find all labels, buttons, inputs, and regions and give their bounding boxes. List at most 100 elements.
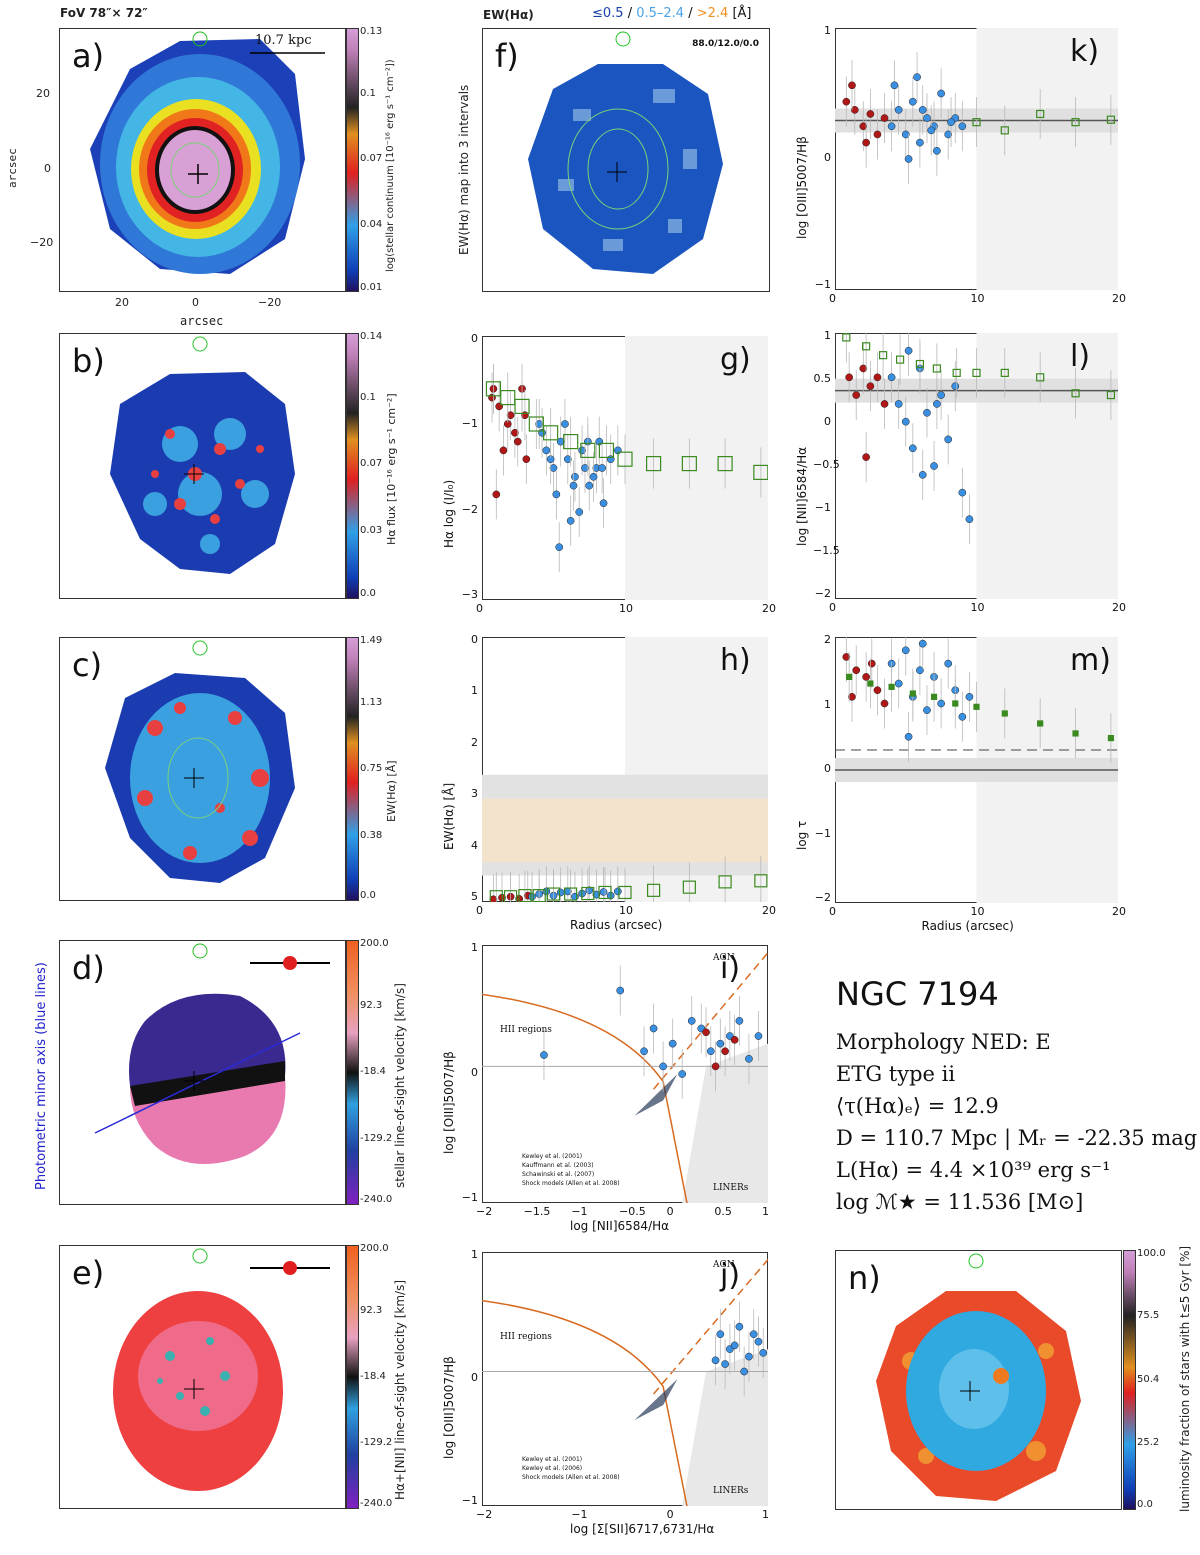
k-point-blue bbox=[894, 106, 903, 114]
m-ytick: 1 bbox=[824, 697, 831, 711]
m-xtick: 20 bbox=[1112, 905, 1126, 918]
g-point-green bbox=[514, 398, 530, 415]
i-xtick: −2 bbox=[476, 1205, 493, 1218]
m-point-blue bbox=[944, 659, 953, 668]
g-panel-label: g) bbox=[720, 342, 751, 377]
m-ytick: 0 bbox=[824, 762, 831, 775]
g-point-blue bbox=[569, 481, 578, 490]
h-point-blue bbox=[528, 892, 536, 901]
l-ytick: −1 bbox=[814, 501, 831, 514]
info-distance: D = 110.7 Mpc | Mᵣ = -22.35 mag bbox=[836, 1126, 1198, 1150]
b-cbar-t0: 0.14 bbox=[360, 331, 383, 342]
l-point-green bbox=[842, 333, 851, 342]
g-point-blue bbox=[598, 464, 606, 472]
c-cbar-t0: 1.49 bbox=[360, 635, 383, 646]
b-cbar-t4: 0.0 bbox=[360, 588, 376, 599]
chart-j bbox=[482, 1252, 768, 1506]
a-cbar-t0: 0.13 bbox=[360, 26, 383, 37]
l-point-red bbox=[880, 400, 889, 408]
b-colorbar bbox=[346, 333, 359, 599]
m-point-green bbox=[1072, 730, 1079, 737]
j-ytick: −1 bbox=[461, 1494, 478, 1507]
k-point-blue bbox=[933, 146, 941, 155]
l-point-green bbox=[1036, 373, 1045, 382]
l-ytick: −0.5 bbox=[813, 458, 840, 471]
i-point-red bbox=[730, 1036, 739, 1044]
ew-low: ≤0.5 bbox=[592, 6, 624, 21]
scale-bar-label: 10.7 kpc bbox=[255, 33, 312, 48]
j-point-blue bbox=[740, 1367, 749, 1376]
n-colorbar bbox=[1123, 1250, 1136, 1510]
g-point-blue bbox=[575, 508, 584, 516]
h-xlabel: Radius (arcsec) bbox=[570, 918, 663, 932]
info-lha: L(Hα) = 4.4 ×10³⁹ erg s⁻¹ bbox=[836, 1158, 1111, 1182]
h-point-blue bbox=[614, 887, 622, 896]
l-point-red bbox=[873, 373, 882, 382]
l-point-red bbox=[862, 453, 870, 461]
ew-high: >2.4 bbox=[696, 6, 729, 21]
i-xlabel: log [NII]6584/Hα bbox=[570, 1219, 670, 1233]
h-point-green bbox=[618, 885, 632, 900]
i-point-blue bbox=[745, 1054, 753, 1063]
a-cbar-label: log(stellar continuum [10⁻¹⁶ erg s⁻¹ cm⁻… bbox=[385, 59, 396, 272]
g-point-green bbox=[485, 381, 502, 397]
k-point-blue bbox=[901, 130, 910, 139]
g-point-green bbox=[500, 389, 516, 406]
a-ytick-m20: −20 bbox=[30, 236, 54, 249]
m-point-green bbox=[909, 690, 916, 697]
g-point-blue bbox=[566, 516, 575, 525]
panel-d-label: d) bbox=[72, 949, 105, 987]
g-point-green bbox=[598, 442, 615, 459]
c-cbar-label: EW(Hα) [Å] bbox=[385, 760, 398, 822]
l-point-green bbox=[932, 364, 941, 373]
l-point-blue bbox=[894, 400, 903, 408]
l-point-blue bbox=[951, 382, 960, 391]
k-ytick: 0 bbox=[824, 151, 831, 164]
k-point-blue bbox=[958, 122, 967, 131]
j-point-blue bbox=[749, 1330, 758, 1339]
l-point-green bbox=[862, 342, 871, 351]
chart-i bbox=[482, 945, 768, 1203]
g-point-blue bbox=[561, 420, 569, 428]
i-liner-region bbox=[682, 1043, 768, 1203]
g-point-blue bbox=[599, 499, 608, 508]
l-point-blue bbox=[923, 408, 931, 417]
g-point-green bbox=[580, 442, 596, 459]
j-region-agn: AGN bbox=[713, 1260, 735, 1270]
j-xtick: 0 bbox=[666, 1508, 674, 1521]
j-ylabel: log [OIII]5007/Hβ bbox=[442, 1356, 456, 1459]
m-point-blue bbox=[923, 706, 931, 715]
h-point-green bbox=[504, 890, 518, 902]
panel-a-map: 10.7 kpc a) bbox=[59, 28, 346, 292]
l-point-blue bbox=[965, 515, 974, 524]
panel-n-label: n) bbox=[848, 1259, 881, 1297]
c-cbar-t2: 0.75 bbox=[360, 763, 383, 774]
k-point-red bbox=[862, 138, 870, 147]
h-point-green bbox=[581, 886, 595, 901]
g-point-blue bbox=[552, 490, 561, 499]
j-point-blue bbox=[716, 1330, 725, 1339]
m-point-green bbox=[867, 680, 874, 687]
c-cbar-t4: 0.0 bbox=[360, 890, 376, 901]
g-point-green bbox=[681, 455, 697, 472]
i-point-blue bbox=[640, 1047, 648, 1056]
h-xtick: 0 bbox=[476, 904, 483, 917]
k-point-red bbox=[873, 130, 882, 139]
k-point-red bbox=[866, 110, 875, 118]
j-point-blue bbox=[754, 1337, 763, 1346]
i-point-red bbox=[721, 1047, 729, 1056]
h-band-tan bbox=[482, 798, 768, 863]
h-point-blue bbox=[571, 892, 579, 901]
panel-e-map: e) bbox=[59, 1245, 346, 1509]
j-point-blue bbox=[721, 1360, 729, 1368]
g-point-red bbox=[506, 411, 515, 420]
k-panel-label: k) bbox=[1070, 34, 1100, 69]
k-point-blue bbox=[923, 114, 931, 122]
g-point-green bbox=[528, 416, 544, 432]
l-ytick: −2 bbox=[814, 587, 831, 600]
m-ytick: 2 bbox=[824, 633, 831, 646]
g-point-blue bbox=[571, 472, 579, 481]
ew-unit: [Å] bbox=[732, 6, 752, 21]
k-point-green bbox=[972, 118, 981, 127]
l-point-blue bbox=[918, 471, 927, 479]
